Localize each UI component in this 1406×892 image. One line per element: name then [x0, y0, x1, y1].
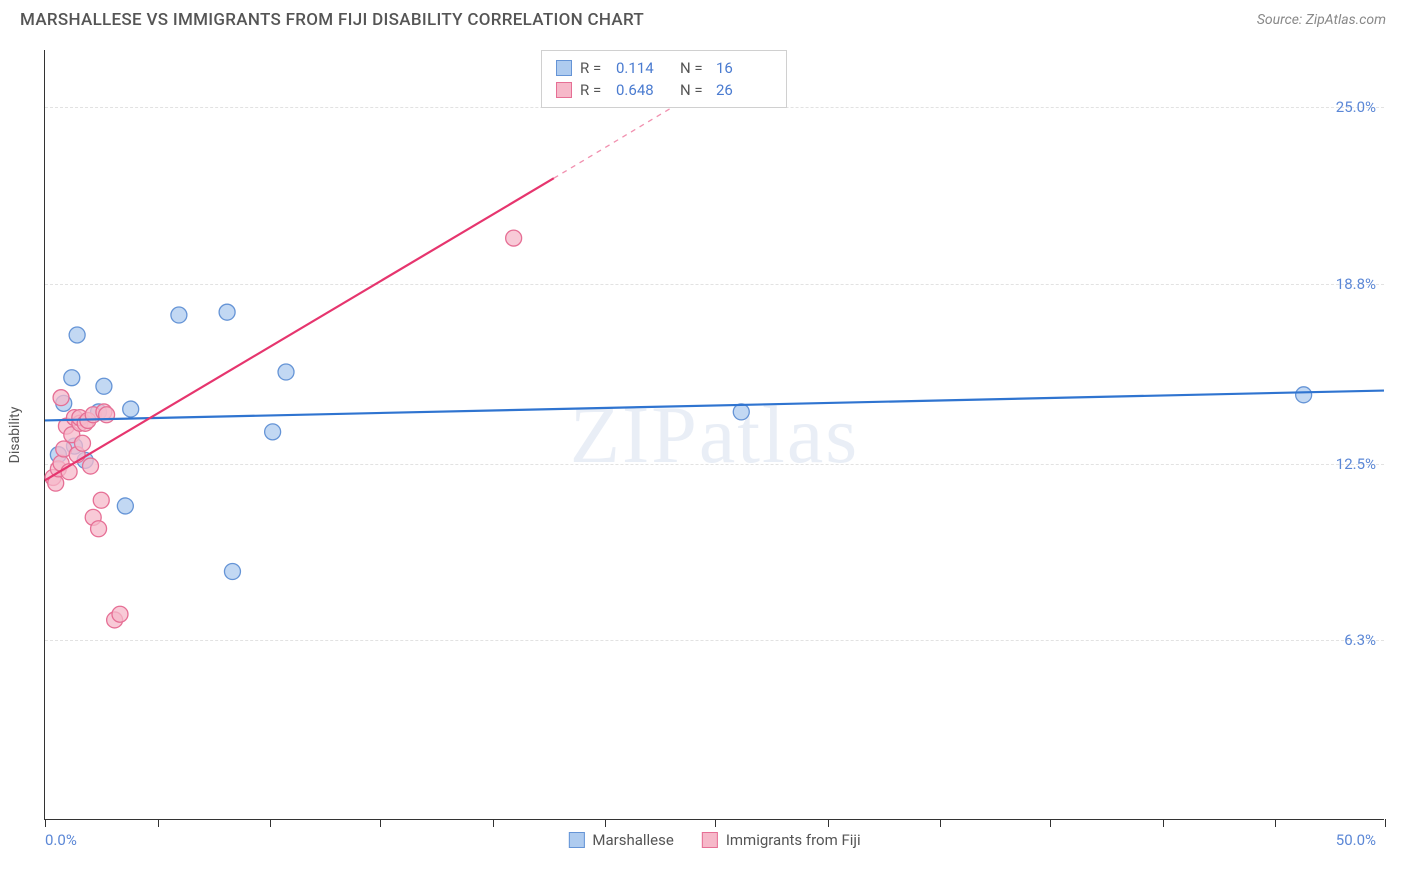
- x-tick: [605, 819, 606, 827]
- data-point: [64, 370, 80, 386]
- x-tick: [828, 819, 829, 827]
- stat-n-value: 16: [716, 59, 772, 77]
- data-point: [74, 435, 90, 451]
- stat-n-label: N =: [680, 81, 708, 99]
- stat-row: R = 0.114 N = 16: [556, 57, 772, 79]
- x-tick: [380, 819, 381, 827]
- x-tick: [270, 819, 271, 827]
- series-swatch: [556, 82, 572, 98]
- data-point: [83, 458, 99, 474]
- x-tick: [493, 819, 494, 827]
- scatter-svg: [45, 50, 1384, 819]
- data-point: [112, 606, 128, 622]
- data-point: [123, 401, 139, 417]
- stat-r-label: R =: [580, 81, 608, 99]
- legend-label: Marshallese: [592, 831, 673, 849]
- x-tick: [715, 819, 716, 827]
- data-point: [91, 521, 107, 537]
- series-swatch: [702, 832, 718, 848]
- data-point: [93, 492, 109, 508]
- legend-label: Immigrants from Fiji: [726, 831, 861, 849]
- chart-plot-area: 6.3%12.5%18.8%25.0% ZIPatlas Disability …: [44, 50, 1384, 820]
- data-point: [733, 404, 749, 420]
- legend-item: Marshallese: [568, 831, 673, 849]
- stat-row: R = 0.648 N = 26: [556, 79, 772, 101]
- data-point: [117, 498, 133, 514]
- data-point: [265, 424, 281, 440]
- stat-r-label: R =: [580, 59, 608, 77]
- stat-n-value: 26: [716, 81, 772, 99]
- data-point: [96, 378, 112, 394]
- x-axis-max-label: 50.0%: [1336, 831, 1376, 849]
- data-point: [1296, 387, 1312, 403]
- data-point: [219, 304, 235, 320]
- data-point: [224, 564, 240, 580]
- data-point: [69, 327, 85, 343]
- x-tick: [1163, 819, 1164, 827]
- x-tick: [45, 819, 46, 827]
- series-swatch: [556, 60, 572, 76]
- stat-n-label: N =: [680, 59, 708, 77]
- y-axis-title: Disability: [7, 406, 23, 463]
- x-tick: [940, 819, 941, 827]
- x-tick: [1050, 819, 1051, 827]
- x-axis-min-label: 0.0%: [45, 831, 77, 849]
- legend: Marshallese Immigrants from Fiji: [568, 831, 860, 849]
- legend-item: Immigrants from Fiji: [702, 831, 861, 849]
- stat-r-value: 0.114: [616, 59, 672, 77]
- data-point: [99, 407, 115, 423]
- trend-line: [45, 391, 1384, 421]
- chart-title: MARSHALLESE VS IMMIGRANTS FROM FIJI DISA…: [20, 10, 644, 30]
- trend-line: [45, 178, 554, 480]
- x-tick: [1275, 819, 1276, 827]
- x-tick: [1385, 819, 1386, 827]
- x-tick: [158, 819, 159, 827]
- data-point: [171, 307, 187, 323]
- data-point: [278, 364, 294, 380]
- series-swatch: [568, 832, 584, 848]
- stat-r-value: 0.648: [616, 81, 672, 99]
- source-citation: Source: ZipAtlas.com: [1257, 12, 1386, 28]
- data-point: [506, 230, 522, 246]
- correlation-stat-box: R = 0.114 N = 16 R = 0.648 N = 26: [541, 50, 787, 108]
- data-point: [53, 390, 69, 406]
